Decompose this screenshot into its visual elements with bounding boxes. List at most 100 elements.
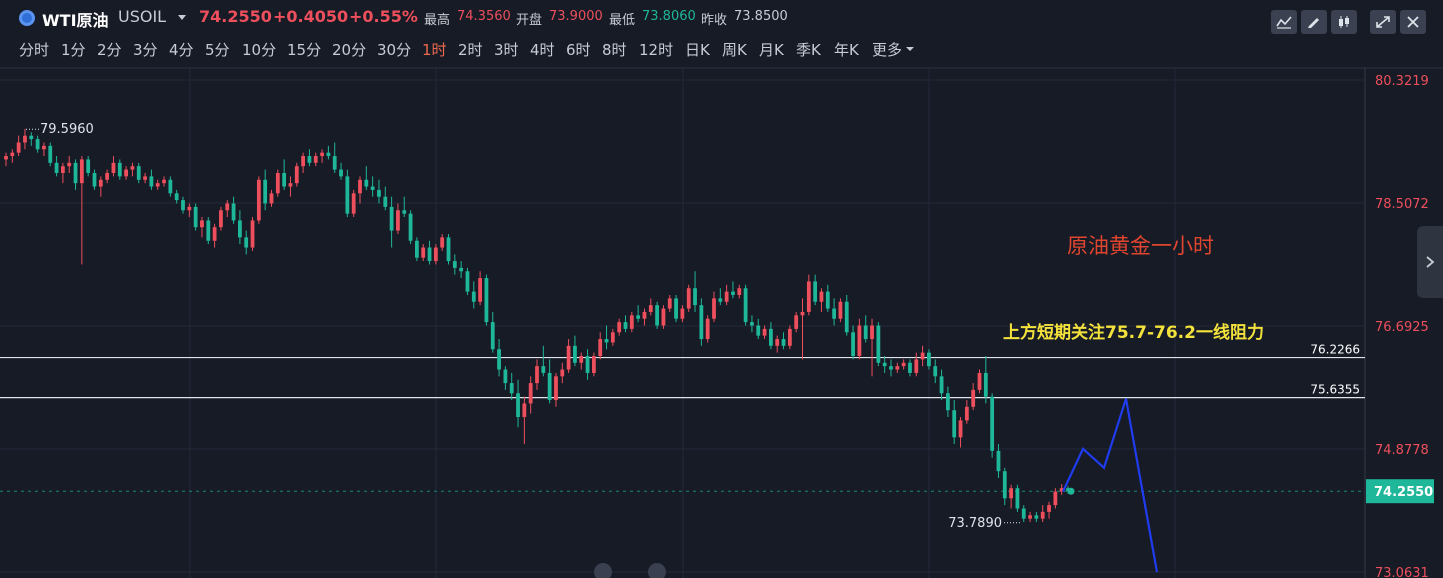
line-chart-icon — [1276, 16, 1292, 29]
period-tab[interactable]: 月K — [759, 41, 784, 59]
candle-body — [332, 156, 337, 170]
prev-close-value: 73.8500 — [734, 9, 788, 24]
period-tab[interactable]: 12时 — [639, 41, 674, 59]
candle-body — [421, 247, 426, 258]
candle-body — [433, 247, 438, 262]
candle-body — [585, 355, 590, 373]
candle-body — [105, 172, 110, 180]
candle-body — [832, 308, 837, 319]
candle-body — [364, 179, 369, 187]
candle-body — [497, 349, 501, 370]
candle-body — [712, 298, 716, 319]
candle-body — [503, 369, 508, 384]
chevron-right-icon — [1426, 256, 1435, 268]
symbol-code[interactable]: USOIL — [118, 7, 167, 26]
symbol-name[interactable]: WTI原油 — [42, 11, 109, 30]
symbol-logo-icon — [19, 10, 35, 26]
price-change-pct: +0.55% — [349, 7, 418, 26]
candle-body — [377, 189, 381, 197]
low-value: 73.8060 — [642, 9, 696, 24]
candle-body — [237, 220, 242, 238]
period-tab[interactable]: 5分 — [205, 41, 230, 59]
period-tab-more[interactable]: 更多 — [872, 41, 903, 59]
candle-body — [914, 359, 919, 373]
high-extreme-label: 79.5960 — [40, 122, 94, 137]
candle-body — [459, 267, 464, 272]
period-tab[interactable]: 日K — [685, 41, 710, 59]
candle-body — [756, 325, 761, 336]
candle-body — [800, 311, 805, 316]
candle-body — [67, 162, 72, 167]
live-price-dot — [1067, 487, 1075, 495]
fullscreen-button[interactable] — [1370, 10, 1396, 34]
candle-body — [939, 376, 944, 394]
price-axis: 80.3219 78.5072 76.6925 74.8778 73.0631 74.25… — [1366, 74, 1434, 578]
draw-button[interactable] — [1301, 10, 1327, 34]
candle-body — [667, 298, 672, 309]
candle-body — [731, 291, 735, 295]
y-tick-label: 80.3219 — [1375, 74, 1429, 89]
period-tab[interactable]: 季K — [796, 41, 821, 59]
period-tab[interactable]: 3分 — [133, 41, 158, 59]
quote-header: WTI原油 USOIL 74.2550 +0.4050 +0.55% 最高 74… — [0, 0, 1443, 36]
period-tab[interactable]: 分时 — [19, 41, 50, 59]
candle-body — [724, 291, 729, 302]
period-tab[interactable]: 6时 — [566, 41, 591, 59]
candle-body — [838, 301, 843, 319]
period-tab[interactable]: 30分 — [377, 41, 412, 59]
candle-body — [187, 206, 192, 211]
period-tab[interactable]: 1分 — [61, 41, 86, 59]
candle-body — [193, 206, 198, 228]
candle-body — [863, 325, 868, 340]
candle-body — [1059, 488, 1064, 492]
candle-body — [528, 383, 533, 404]
level-lines: 76.2266 75.6355 — [0, 343, 1365, 492]
candle-body — [16, 142, 21, 153]
candlestick-button[interactable] — [1331, 10, 1357, 34]
candle-body — [389, 206, 394, 231]
candle-body — [320, 152, 324, 157]
period-tab[interactable]: 4时 — [530, 41, 555, 59]
close-button[interactable] — [1400, 10, 1426, 34]
symbol-dropdown-icon[interactable] — [178, 15, 186, 20]
period-tab[interactable]: 年K — [834, 41, 859, 59]
candle-body — [629, 315, 634, 329]
candle-body — [579, 355, 584, 363]
period-tab[interactable]: 20分 — [332, 41, 367, 59]
more-dropdown-icon[interactable] — [906, 47, 914, 51]
line-chart-button[interactable] — [1271, 10, 1297, 34]
period-selector: 分时 1分 2分 3分 4分 5分 10分 15分 20分 30分 1时 2时 … — [0, 36, 1443, 62]
candle-body — [231, 203, 236, 221]
period-tab-active[interactable]: 1时 — [422, 41, 447, 59]
side-panel-toggle[interactable] — [1417, 226, 1443, 298]
period-tab[interactable]: 2分 — [97, 41, 122, 59]
candle-body — [573, 345, 577, 363]
candle-body — [636, 315, 641, 319]
candle-body — [478, 278, 483, 302]
candle-body — [617, 322, 622, 333]
period-tab[interactable]: 2时 — [458, 41, 483, 59]
period-tab[interactable]: 8时 — [602, 41, 627, 59]
period-tab[interactable]: 3时 — [494, 41, 519, 59]
period-tab[interactable]: 15分 — [287, 41, 322, 59]
candle-body — [882, 362, 887, 367]
candle-body — [42, 145, 46, 150]
candle-body — [212, 227, 217, 241]
candle-body — [509, 383, 514, 394]
candle-body — [427, 247, 432, 262]
period-tab[interactable]: 周K — [722, 41, 747, 59]
candle-body — [889, 366, 893, 370]
period-tab[interactable]: 10分 — [242, 41, 277, 59]
candle-body — [408, 213, 413, 241]
candle-body — [351, 193, 356, 214]
period-tab[interactable]: 4分 — [169, 41, 194, 59]
candle-body — [610, 332, 615, 343]
candle-body — [623, 322, 628, 329]
candle-body — [927, 352, 931, 367]
candle-body — [1047, 505, 1051, 512]
candle-body — [686, 288, 691, 309]
low-extreme-label: 73.7890 — [948, 516, 1002, 531]
annotation-note: 上方短期关注75.7-76.2一线阻力 — [1003, 322, 1264, 343]
candle-body — [1015, 488, 1020, 509]
